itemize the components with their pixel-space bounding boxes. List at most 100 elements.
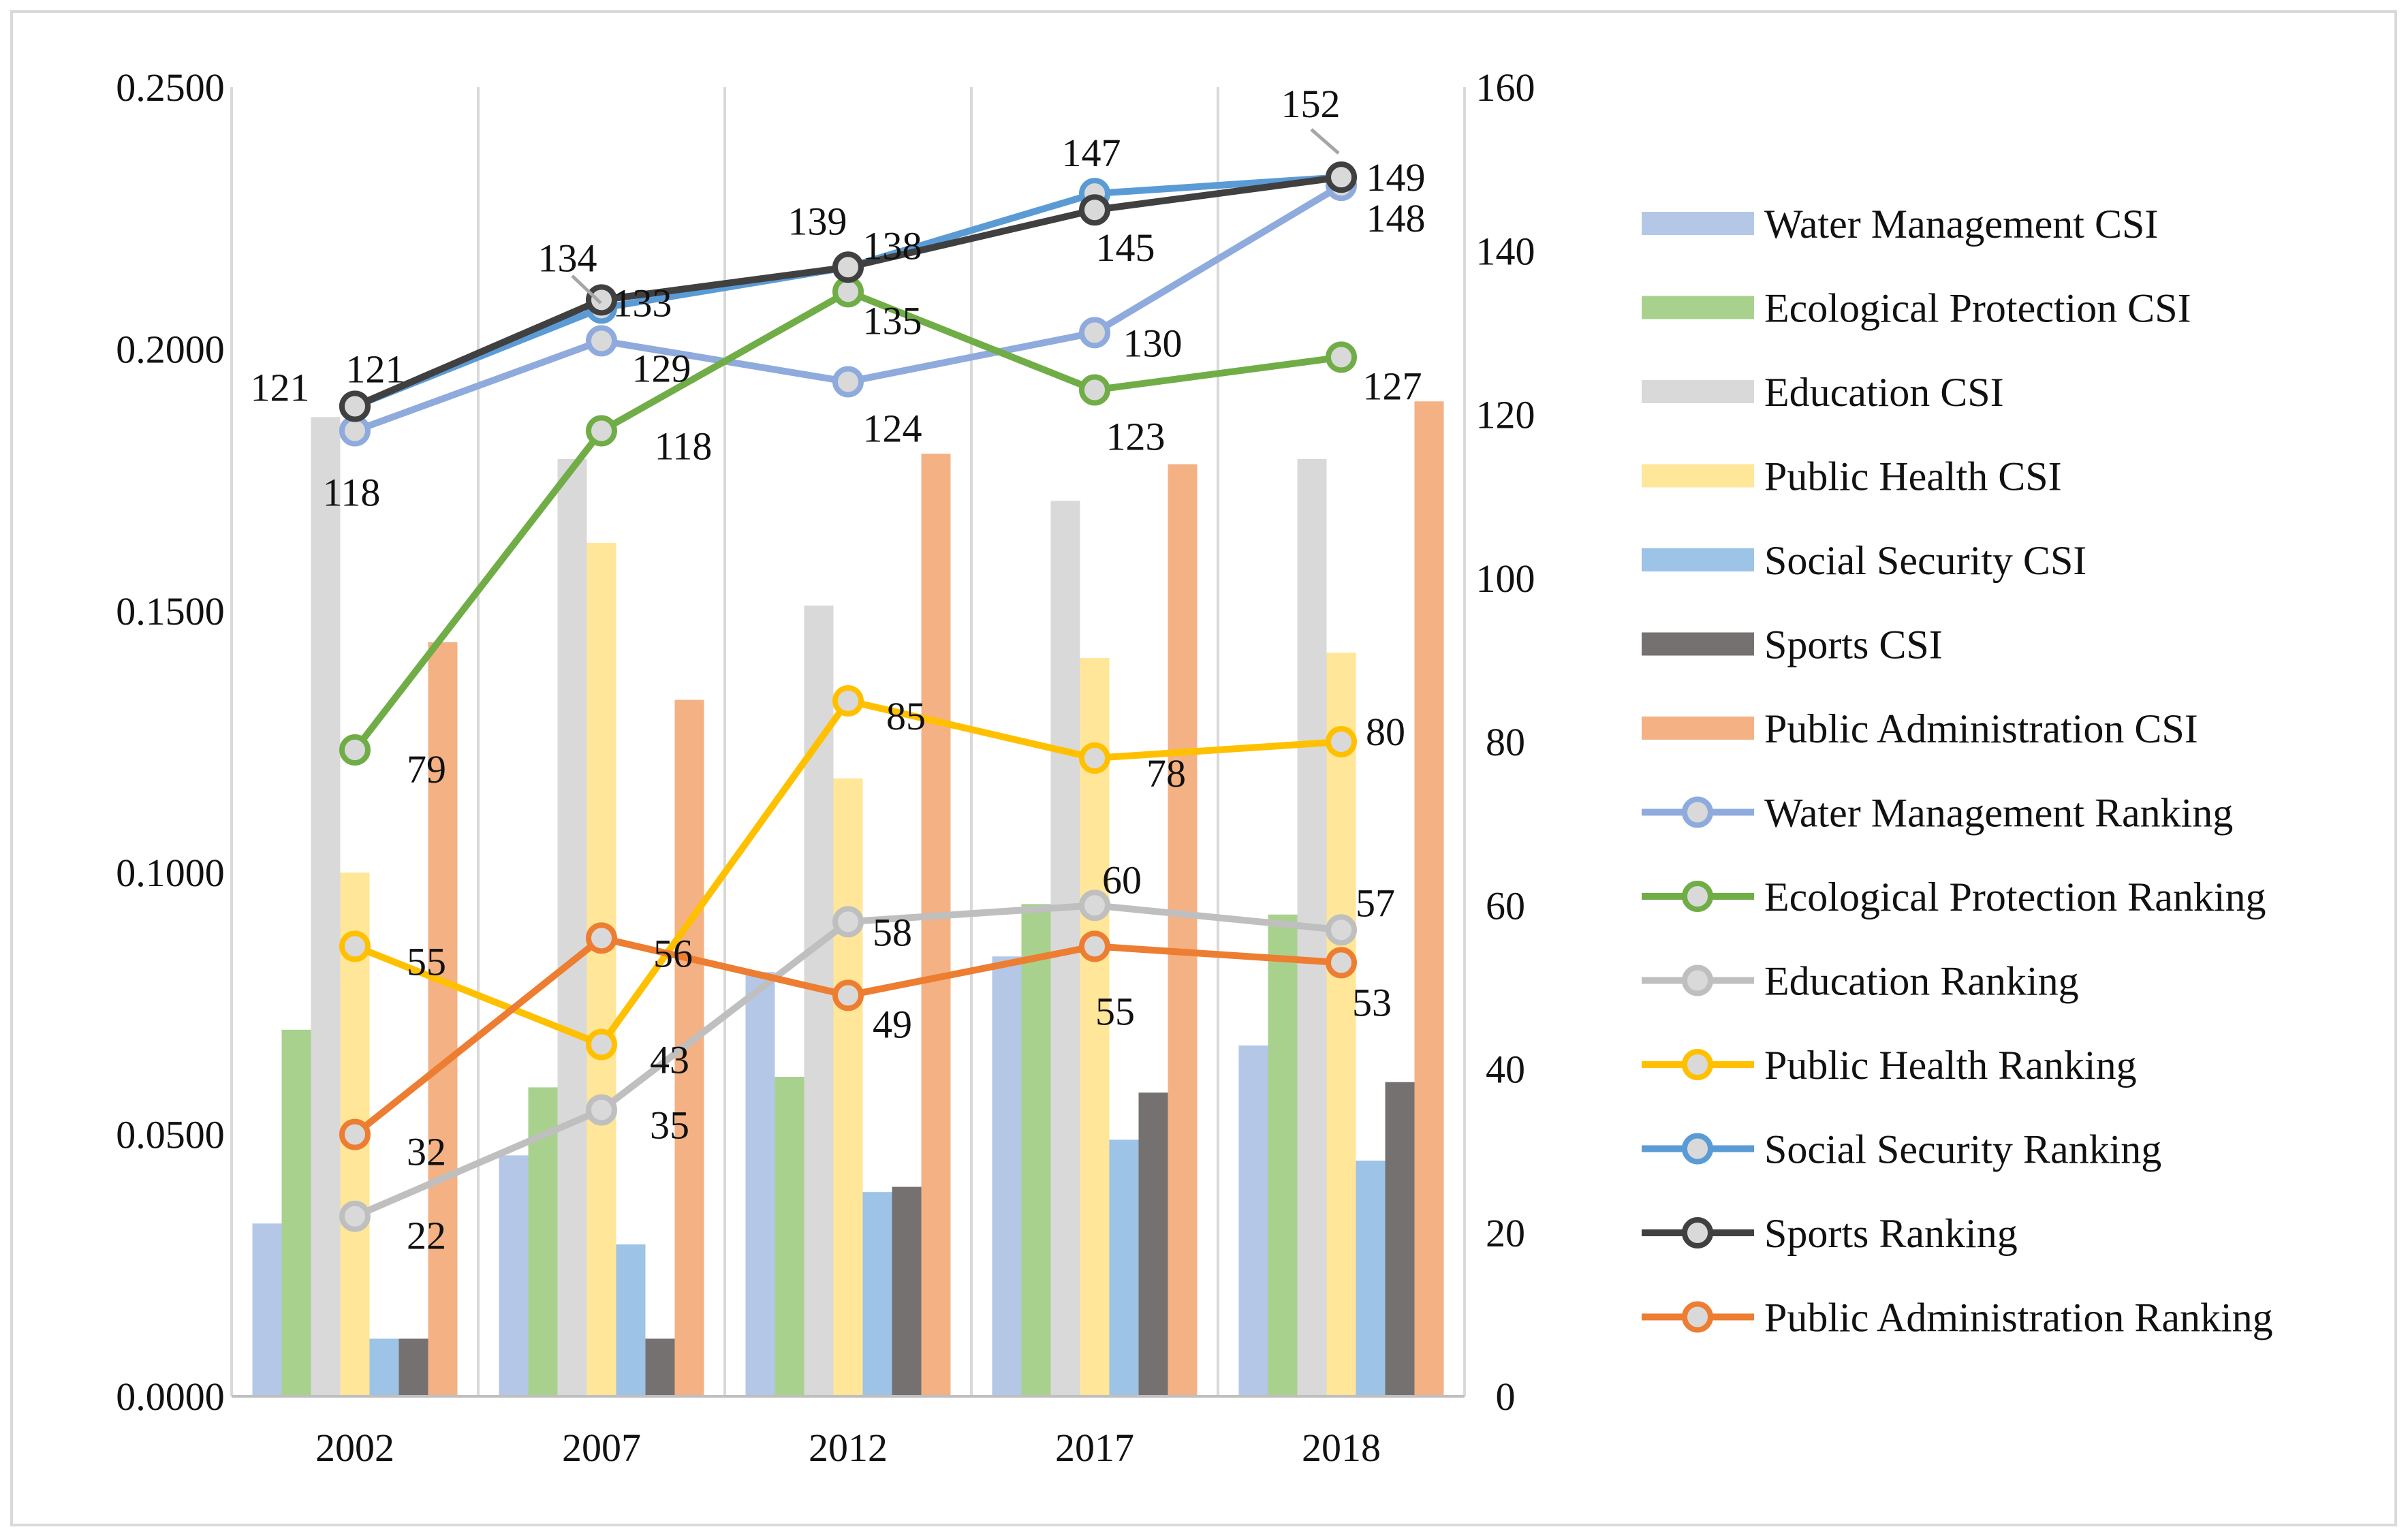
bar-series-group [252, 401, 1444, 1397]
data-label-water-management-ranking-2017: 130 [1123, 321, 1183, 365]
marker-sports-ranking-2017 [1079, 194, 1110, 226]
legend-item-water-management-ranking: Water Management Ranking [1642, 791, 2233, 836]
y-left-tick-label: 0.1000 [116, 851, 225, 895]
y-left-tick-label: 0.0000 [116, 1374, 225, 1419]
data-label-sports-ranking-2012: 139 [788, 199, 847, 243]
legend-item-education-csi: Education CSI [1642, 370, 2004, 415]
line-series-education-ranking [339, 890, 1357, 1232]
axes: 2002 2007 2012 2017 2018 0.0000 0.0500 0.1000 0.… [116, 65, 1535, 1470]
marker-sports-ranking-2002 [339, 390, 371, 422]
legend-item-public-administration-ranking: Public Administration Ranking [1642, 1295, 2273, 1340]
y-right-tick-label: 0 [1496, 1374, 1516, 1419]
marker-ecological-protection-ranking-2002 [339, 734, 371, 766]
bar-water-management-csi-2017 [992, 956, 1022, 1396]
legend-label: Water Management Ranking [1764, 791, 2233, 836]
data-label-social-security-ranking-2007: 133 [613, 281, 672, 325]
marker-education-ranking-2017 [1079, 890, 1110, 922]
y-right-tick-label: 60 [1486, 883, 1525, 928]
legend-item-sports-csi: Sports CSI [1642, 623, 1943, 667]
marker-public-administration-ranking-2007 [586, 922, 617, 954]
data-label-public-health-ranking-2002: 55 [407, 939, 446, 984]
x-tick-label: 2017 [1055, 1426, 1134, 1470]
data-label-ecological-protection-ranking-2007: 118 [655, 424, 713, 469]
bar-series-water-management-csi [252, 956, 1268, 1396]
data-label-water-management-ranking-2018: 148 [1366, 196, 1426, 240]
y-left-tick-label: 0.2500 [116, 65, 225, 110]
marker-education-ranking-2007 [586, 1094, 617, 1126]
bar-ecological-protection-csi-2002 [281, 1029, 311, 1396]
bar-sports-csi-2012 [892, 1187, 922, 1396]
legend-marker [1682, 1133, 1713, 1165]
y-left-tick-label: 0.2000 [116, 327, 225, 371]
legend-marker [1682, 964, 1713, 996]
line-series-group [339, 161, 1357, 1232]
data-label-social-security-ranking-2017: 147 [1062, 131, 1121, 175]
legend-label: Sports CSI [1764, 623, 1943, 667]
legend-marker [1682, 881, 1713, 912]
data-label-sports-ranking-2018: 152 [1281, 82, 1341, 126]
marker-public-administration-ranking-2012 [832, 979, 864, 1011]
legend-label: Public Administration Ranking [1764, 1295, 2273, 1340]
data-label-education-ranking-2017: 60 [1102, 858, 1142, 902]
y-right-tick-label: 20 [1486, 1211, 1525, 1255]
leader-line [1310, 128, 1340, 155]
data-label-social-security-ranking-2012: 138 [863, 223, 922, 268]
legend-label: Sports Ranking [1764, 1211, 2018, 1256]
bar-ecological-protection-csi-2017 [1021, 904, 1051, 1396]
bar-water-management-csi-2012 [745, 972, 775, 1396]
bar-public-health-csi-2012 [833, 778, 863, 1396]
data-label-education-ranking-2012: 58 [873, 910, 912, 954]
bar-water-management-csi-2002 [252, 1223, 282, 1396]
bar-sports-csi-2007 [645, 1338, 675, 1396]
marker-public-administration-ranking-2002 [339, 1118, 371, 1150]
y-right-tick-label: 40 [1486, 1048, 1525, 1092]
legend-item-social-security-csi: Social Security CSI [1642, 538, 2086, 583]
marker-water-management-ranking-2007 [586, 325, 617, 357]
legend-label: Public Health Ranking [1764, 1043, 2137, 1088]
marker-sports-ranking-2018 [1326, 161, 1357, 193]
x-tick-label: 2002 [315, 1426, 394, 1470]
bar-series-social-security-csi [369, 1140, 1386, 1396]
y-right-tick-label: 80 [1486, 720, 1525, 764]
x-tick-label: 2018 [1302, 1426, 1381, 1470]
line-series-public-health-ranking [339, 685, 1357, 1060]
data-label-sports-ranking-2017: 145 [1096, 225, 1155, 270]
marker-education-ranking-2012 [832, 906, 864, 938]
bar-sports-csi-2002 [398, 1338, 428, 1396]
x-tick-label: 2012 [809, 1426, 888, 1470]
line-series-public-administration-ranking [339, 922, 1357, 1150]
legend-label: Education Ranking [1764, 959, 2079, 1004]
data-label-ecological-protection-ranking-2017: 123 [1106, 414, 1166, 458]
legend-label: Public Health CSI [1764, 454, 2062, 499]
bar-series-public-administration-csi [428, 401, 1444, 1397]
data-label-public-health-ranking-2007: 43 [650, 1037, 689, 1082]
data-label-social-security-ranking-2002: 121 [346, 347, 405, 391]
data-label-public-health-ranking-2018: 80 [1366, 710, 1405, 754]
data-label-sports-ranking-2007: 134 [538, 236, 597, 280]
legend-item-social-security-ranking: Social Security Ranking [1642, 1127, 2161, 1172]
data-label-public-administration-ranking-2018: 53 [1352, 980, 1392, 1024]
legend-item-ecological-protection-ranking: Ecological Protection Ranking [1642, 875, 2266, 920]
y-right-tick-label: 140 [1476, 229, 1535, 273]
marker-public-health-ranking-2012 [832, 685, 864, 717]
line-series-sports-ranking [339, 161, 1357, 422]
legend-label: Public Administration CSI [1764, 706, 2198, 751]
leader-line [571, 274, 602, 304]
bar-ecological-protection-csi-2018 [1268, 914, 1298, 1396]
bar-series-sports-csi [398, 1082, 1415, 1396]
data-label-public-administration-ranking-2002: 32 [407, 1130, 446, 1174]
legend-label: Social Security CSI [1764, 538, 2086, 583]
data-label-public-administration-ranking-2017: 55 [1095, 989, 1135, 1033]
bar-education-csi-2007 [557, 458, 587, 1396]
legend-label: Water Management CSI [1764, 202, 2158, 247]
marker-ecological-protection-ranking-2018 [1326, 341, 1357, 373]
bar-ecological-protection-csi-2012 [775, 1077, 804, 1396]
legend-swatch [1642, 296, 1754, 319]
marker-public-administration-ranking-2017 [1079, 930, 1110, 962]
data-label-ecological-protection-ranking-2002: 79 [407, 747, 446, 791]
marker-education-ranking-2018 [1326, 914, 1357, 946]
bar-public-health-csi-2017 [1080, 657, 1110, 1397]
legend-marker [1682, 1049, 1713, 1080]
legend-marker [1682, 1217, 1713, 1248]
